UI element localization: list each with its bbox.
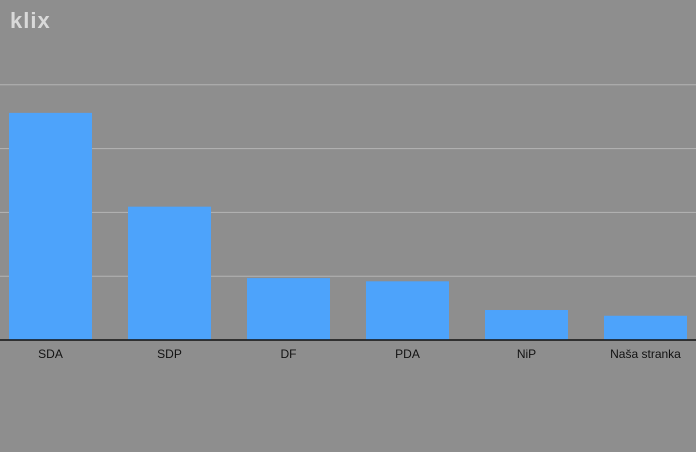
bar — [128, 206, 211, 340]
bar — [366, 281, 449, 340]
x-tick-label: DF — [281, 347, 297, 361]
bar — [604, 315, 687, 340]
x-tick-label: SDP — [157, 347, 182, 361]
bar — [9, 112, 92, 340]
x-tick-label: NiP — [517, 347, 536, 361]
logo: klix — [10, 8, 51, 33]
x-tick-label: PDA — [395, 347, 420, 361]
x-tick-label: Naša stranka — [610, 347, 681, 361]
bar — [247, 278, 330, 340]
x-tick-label: SDA — [38, 347, 63, 361]
bar — [485, 310, 568, 340]
